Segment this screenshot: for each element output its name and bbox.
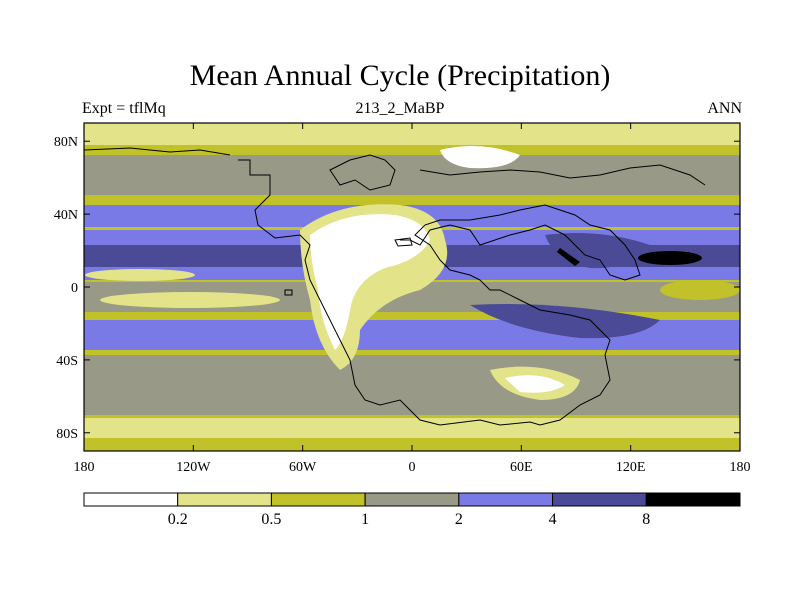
colorbar-label: 0.5 [261,511,281,528]
polar-band-south [84,418,740,438]
colorbar-swatch [552,492,647,507]
colorbar-swatch [458,492,554,507]
y-tick-label: 40S [56,354,78,369]
dry-polar-patch [440,146,520,169]
wet-zone [470,304,660,339]
colorbar-label: 8 [642,511,650,528]
x-tick-label: 60E [510,460,533,475]
southern-band [84,355,740,415]
polar-band-north [84,123,740,145]
y-tick-label: 80N [54,135,78,150]
y-tick-label: 40N [54,208,78,223]
map-field [84,123,740,451]
case-label: 213_2_MaBP [355,100,445,117]
dry-patch [85,269,195,281]
island-outline [284,289,293,296]
continent-outline-main [238,159,641,426]
x-tick-label: 0 [409,460,416,475]
y-tick-label: 0 [71,281,78,296]
continent-outline-greenland [329,154,396,191]
colorbar-swatch [177,492,272,507]
colorbar-label: 1 [361,511,369,528]
colorbar-label: 4 [549,511,557,528]
y-tick-label: 80S [56,427,78,442]
plot-title: Mean Annual Cycle (Precipitation) [189,59,611,92]
continent-outline-arctic [83,147,231,156]
colorbar: 0.2 0.5 1 2 4 8 [83,492,741,528]
northern-band [84,155,740,195]
extreme-wet-zone [557,248,580,266]
dry-patch [100,292,280,308]
x-tick-label: 120W [176,460,211,475]
extreme-wet-zone [638,251,702,265]
hyper-arid-zone [310,214,430,350]
dry-patch [660,280,740,300]
colorbar-swatch [364,492,460,507]
x-axis: 180 120W 60W 0 60E 120E 180 [74,123,751,475]
island-outline [394,237,413,247]
colorbar-swatch [83,492,179,507]
continent-outline-north [419,164,706,186]
x-tick-label: 180 [730,460,751,475]
hyper-arid-zone [505,375,565,393]
season-label: ANN [707,100,742,117]
x-tick-label: 120E [616,460,646,475]
experiment-label: Expt = tflMq [82,100,166,117]
colorbar-swatch [645,492,741,507]
x-tick-label: 180 [74,460,95,475]
colorbar-swatch [270,492,366,507]
colorbar-label: 2 [455,511,463,528]
coastlines [83,147,706,426]
y-axis: 80N 40N 0 40S 80S [54,135,740,442]
colorbar-label: 0.2 [168,511,188,528]
x-tick-label: 60W [289,460,317,475]
